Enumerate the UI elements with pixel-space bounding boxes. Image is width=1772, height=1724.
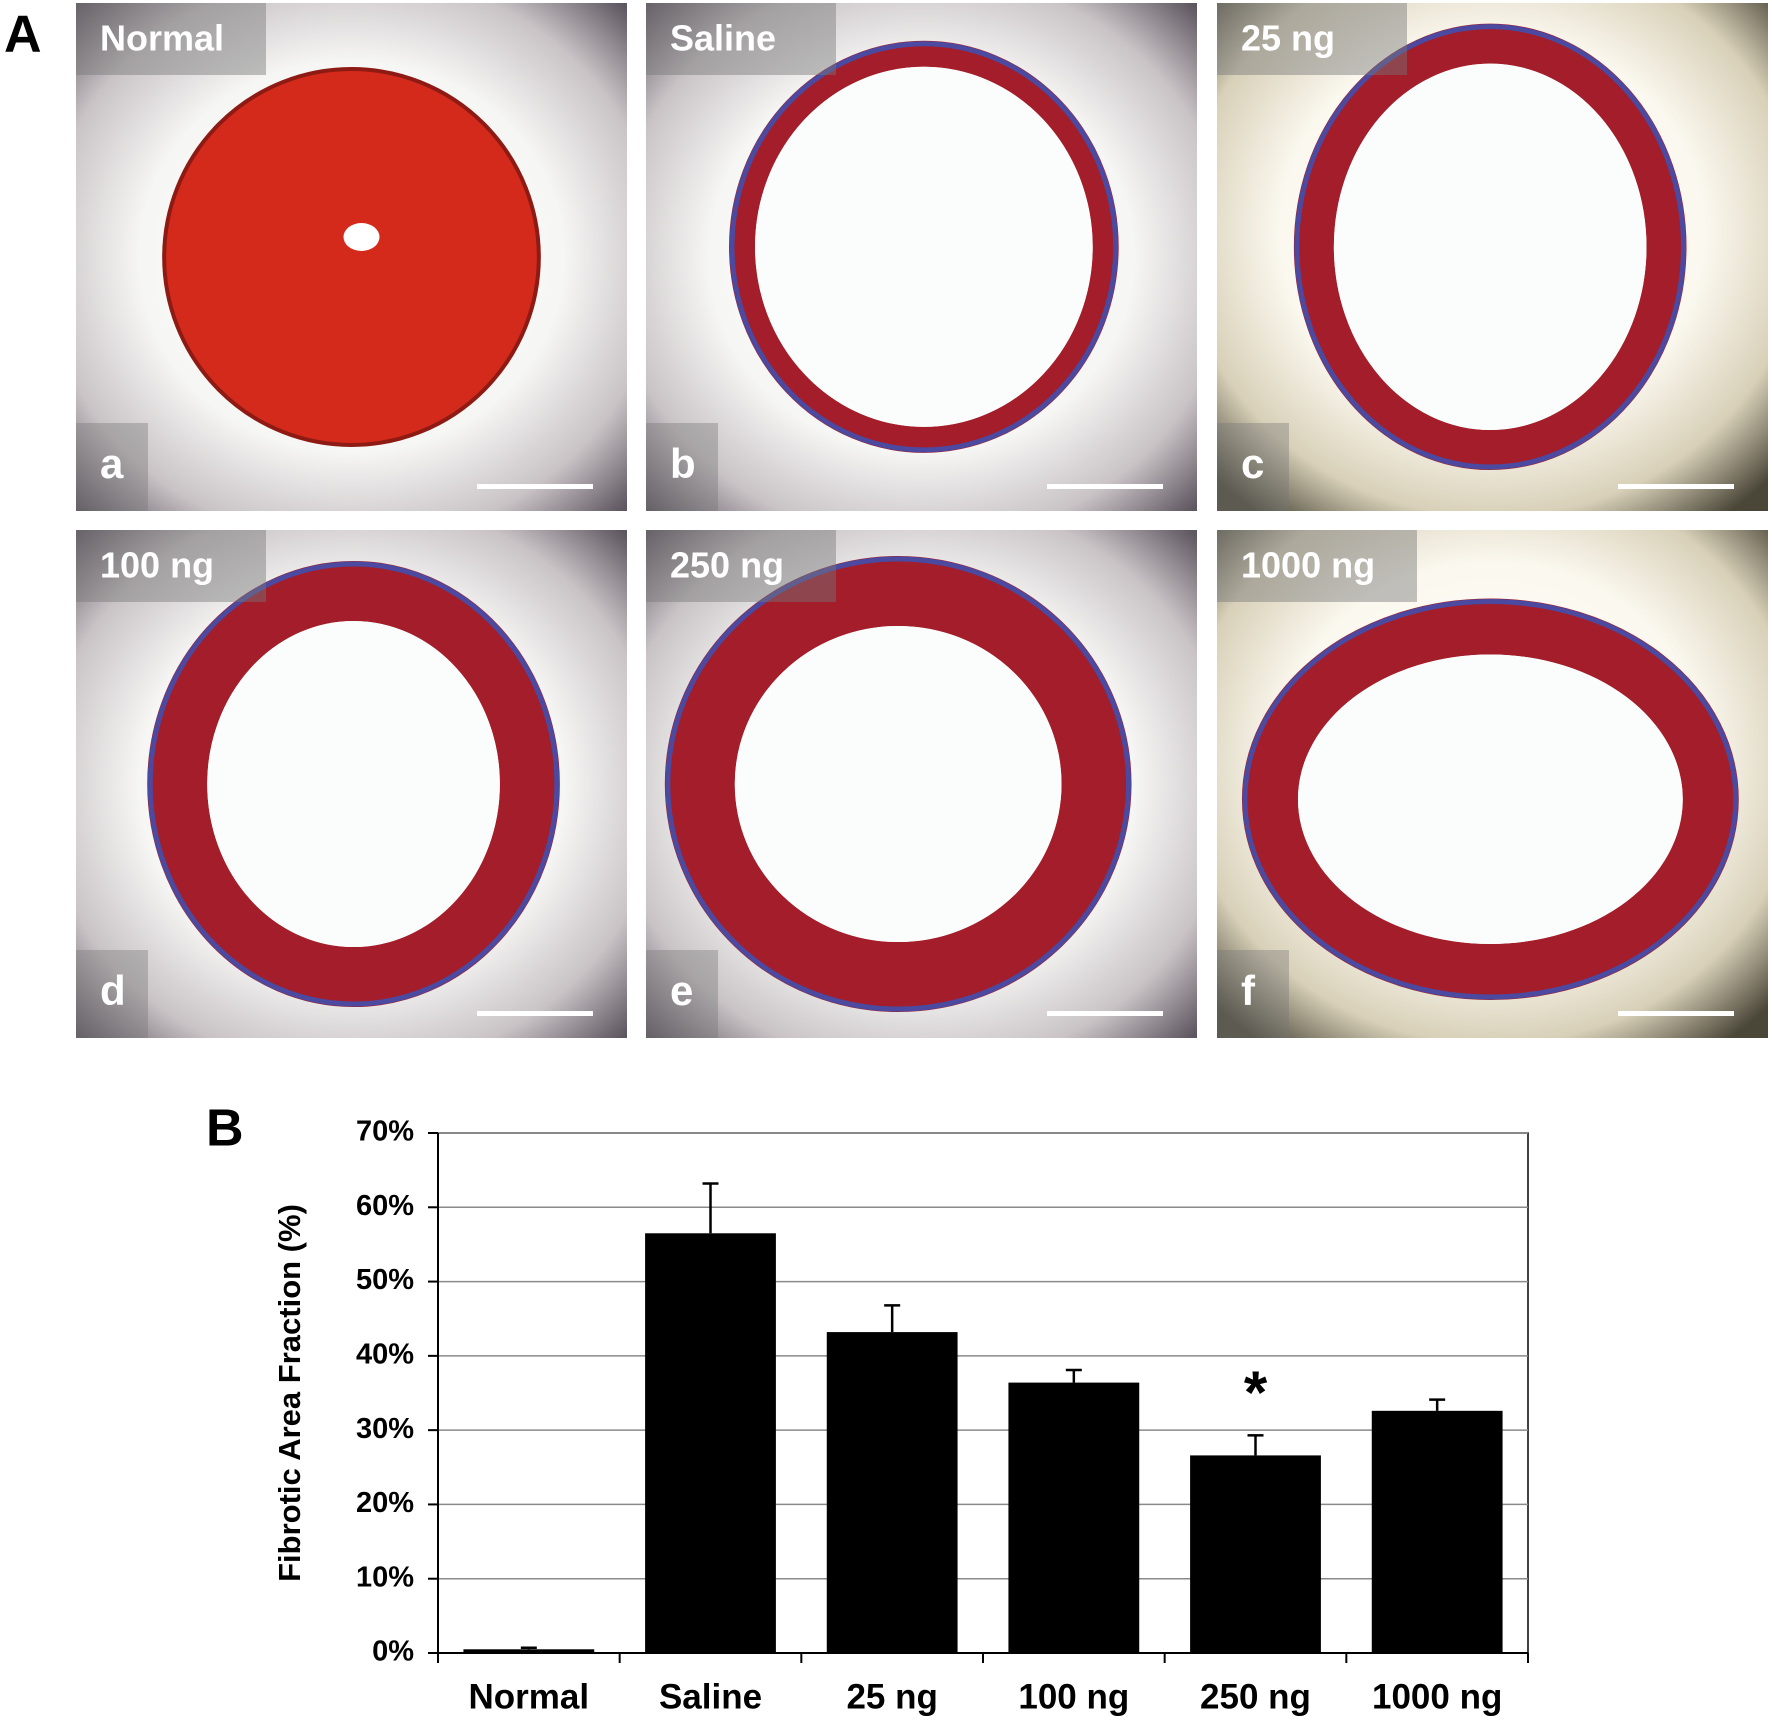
- letter-box: [646, 423, 718, 511]
- y-tick-label: 70%: [356, 1116, 414, 1148]
- y-tick-label: 60%: [356, 1190, 414, 1222]
- fibrosis: [1242, 599, 1739, 1000]
- tissue-wall: [664, 555, 1132, 1013]
- label-box: [646, 530, 836, 602]
- lumen: [734, 625, 1062, 943]
- label-box: [1217, 530, 1417, 602]
- y-tick-label: 40%: [356, 1339, 414, 1371]
- panel-letter: f: [1241, 967, 1256, 1014]
- fibrosis: [147, 561, 560, 1007]
- error-bar: [1065, 1368, 1082, 1383]
- scale-bar: [1047, 1011, 1163, 1016]
- y-tick-label: 30%: [356, 1413, 414, 1445]
- x-tick-label: 1000 ng: [1372, 1677, 1502, 1716]
- micrograph: 25 ng c: [1217, 3, 1768, 511]
- fibrosis: [665, 556, 1132, 1012]
- y-tick-label: 20%: [356, 1487, 414, 1519]
- scale-bar: [1047, 484, 1163, 489]
- x-tick-label: Normal: [469, 1677, 590, 1716]
- tissue: [162, 67, 541, 447]
- bar: [463, 1649, 595, 1653]
- fibrosis: [729, 41, 1119, 453]
- y-tick-label: 50%: [356, 1264, 414, 1296]
- x-tick-label: 100 ng: [1018, 1677, 1129, 1716]
- error-bar: [1429, 1398, 1446, 1411]
- scale-bar: [477, 1011, 593, 1016]
- panel-letter: a: [100, 440, 124, 487]
- annotation: *: [1244, 1359, 1268, 1426]
- letter-box: [76, 950, 148, 1038]
- label-box: [1217, 3, 1407, 75]
- letter-box: [646, 950, 718, 1038]
- letter-box: [76, 423, 148, 511]
- tissue-wall: [1241, 598, 1739, 1000]
- plot-frame: [437, 1132, 1529, 1654]
- lumen: [1333, 63, 1647, 431]
- panel-label: A: [4, 6, 42, 64]
- bar: [1190, 1455, 1321, 1653]
- group-label: 250 ng: [670, 545, 784, 586]
- bar: [645, 1233, 776, 1653]
- tissue-wall: [147, 560, 560, 1008]
- micrograph: 250 ng e: [646, 530, 1197, 1038]
- group-label: 25 ng: [1241, 18, 1335, 59]
- micrograph: Saline b: [646, 3, 1197, 511]
- micrograph: 1000 ng f: [1217, 530, 1768, 1038]
- tissue-wall: [729, 40, 1119, 453]
- micrograph: 100 ng d: [76, 530, 627, 1038]
- scale-bar: [1618, 484, 1734, 489]
- error-bar: [1247, 1434, 1264, 1456]
- y-tick-label: 10%: [356, 1561, 414, 1593]
- fibrosis: [1294, 24, 1687, 470]
- x-tick-label: Saline: [659, 1677, 762, 1716]
- label-box: [646, 3, 836, 75]
- group-label: Normal: [100, 18, 224, 59]
- x-tick-label: 25 ng: [846, 1677, 937, 1716]
- error-bar: [520, 1646, 537, 1650]
- group-label: 100 ng: [100, 545, 214, 586]
- label-box: [76, 530, 266, 602]
- scale-bar: [477, 484, 593, 489]
- lumen: [1297, 654, 1683, 944]
- lumen: [343, 223, 380, 251]
- error-bar: [702, 1182, 719, 1234]
- panel-label: B: [206, 1100, 244, 1158]
- y-tick-label: 0%: [372, 1636, 414, 1668]
- group-label: 1000 ng: [1241, 545, 1375, 586]
- scale-bar: [1618, 1011, 1734, 1016]
- lumen: [755, 66, 1093, 427]
- panel-letter: b: [670, 440, 696, 487]
- micrograph: Normal a: [76, 3, 627, 511]
- panel-letter: d: [100, 967, 126, 1014]
- bar: [1371, 1410, 1503, 1653]
- bar: [1008, 1382, 1140, 1653]
- x-tick-label: 250 ng: [1200, 1677, 1311, 1716]
- panel-letter: e: [670, 967, 693, 1014]
- y-axis-title: Fibrotic Area Fraction (%): [272, 1204, 307, 1582]
- label-box: [76, 3, 266, 75]
- error-bar: [884, 1304, 901, 1333]
- group-label: Saline: [670, 18, 776, 59]
- tissue-wall: [1293, 23, 1687, 471]
- letter-box: [1217, 950, 1289, 1038]
- panel-letter: c: [1241, 440, 1264, 487]
- lumen: [207, 620, 500, 948]
- bar: [826, 1332, 958, 1653]
- letter-box: [1217, 423, 1289, 511]
